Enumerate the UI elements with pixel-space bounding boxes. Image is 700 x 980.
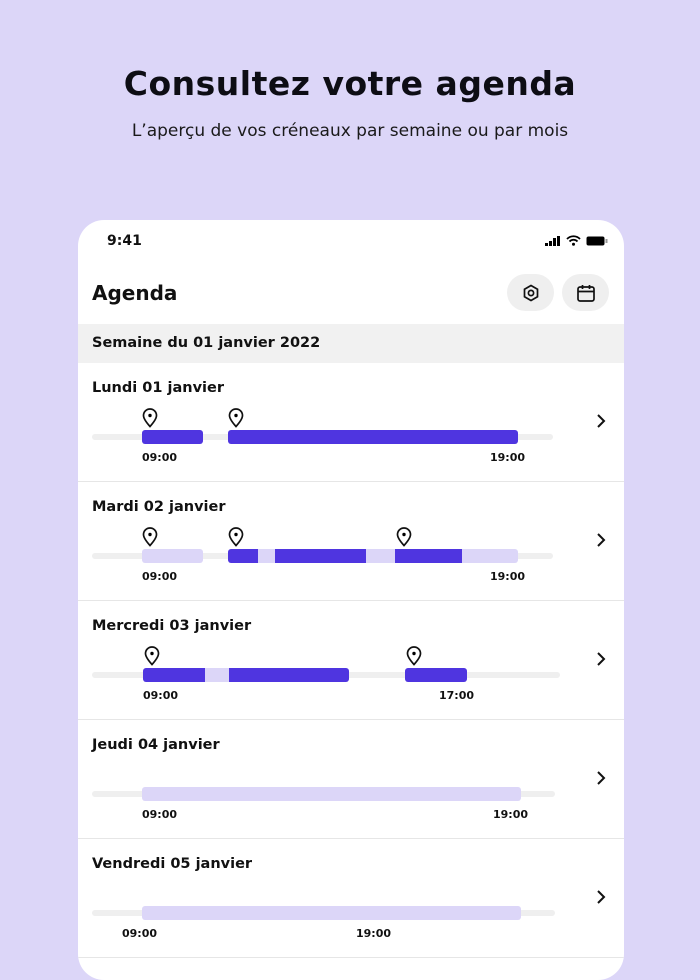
day-label: Jeudi 04 janvier <box>92 737 220 753</box>
signal-icon <box>545 235 560 246</box>
end-time: 17:00 <box>439 689 475 702</box>
page-title: Agenda <box>92 281 178 305</box>
end-time: 19:00 <box>490 570 526 583</box>
status-icons <box>545 235 608 246</box>
status-time: 9:41 <box>107 233 142 249</box>
chevron-right-icon[interactable] <box>596 651 606 667</box>
day-row[interactable]: Mercredi 03 janvier 09:00 17:00 <box>78 601 624 720</box>
calendar-button[interactable] <box>562 274 609 311</box>
day-row[interactable]: Vendredi 05 janvier 09:00 19:00 <box>78 839 624 958</box>
calendar-icon <box>576 284 595 302</box>
day-label: Mercredi 03 janvier <box>92 618 252 634</box>
end-time: 19:00 <box>493 808 529 821</box>
location-pin-icon <box>406 646 422 666</box>
phone-screen: 9:41 Agenda Semaine du 01 janvier 2022 L… <box>78 220 624 980</box>
inactive-time-slot <box>366 549 395 563</box>
location-pin-icon <box>142 408 158 428</box>
location-pin-icon <box>396 527 412 547</box>
inactive-time-slot <box>142 787 521 801</box>
hero-subtitle: L’aperçu de vos créneaux par semaine ou … <box>131 121 569 141</box>
battery-icon <box>586 236 608 245</box>
settings-button[interactable] <box>507 274 554 311</box>
active-time-slot <box>229 668 349 682</box>
active-time-slot <box>228 430 518 444</box>
hexagon-settings-icon <box>523 284 538 301</box>
location-pin-icon <box>228 408 244 428</box>
wifi-icon <box>566 235 581 246</box>
location-pin-icon <box>144 646 160 666</box>
day-row[interactable]: Jeudi 04 janvier 09:00 19:00 <box>78 720 624 839</box>
active-time-slot <box>228 549 258 563</box>
inactive-time-slot <box>142 906 521 920</box>
active-time-slot <box>143 668 205 682</box>
active-time-slot <box>275 549 366 563</box>
day-label: Lundi 01 janvier <box>92 380 224 396</box>
week-header: Semaine du 01 janvier 2022 <box>78 324 624 363</box>
end-time: 19:00 <box>490 451 526 464</box>
active-time-slot <box>142 430 203 444</box>
day-row[interactable]: Lundi 01 janvier 09:00 19:00 <box>78 363 624 482</box>
start-time: 09:00 <box>142 451 178 464</box>
day-label: Vendredi 05 janvier <box>92 856 253 872</box>
start-time: 09:00 <box>143 689 179 702</box>
inactive-time-slot <box>462 549 518 563</box>
inactive-time-slot <box>205 668 229 682</box>
active-time-slot <box>405 668 467 682</box>
location-pin-icon <box>142 527 158 547</box>
chevron-right-icon[interactable] <box>596 413 606 429</box>
chevron-right-icon[interactable] <box>596 770 606 786</box>
day-row[interactable]: Mardi 02 janvier 09:00 19:00 <box>78 482 624 601</box>
location-pin-icon <box>228 527 244 547</box>
chevron-right-icon[interactable] <box>596 532 606 548</box>
start-time: 09:00 <box>142 570 178 583</box>
hero-title: Consultez votre agenda <box>123 64 577 103</box>
inactive-time-slot <box>142 549 203 563</box>
inactive-time-slot <box>258 549 275 563</box>
active-time-slot <box>395 549 462 563</box>
chevron-right-icon[interactable] <box>596 889 606 905</box>
start-time: 09:00 <box>142 808 178 821</box>
day-label: Mardi 02 janvier <box>92 499 226 515</box>
